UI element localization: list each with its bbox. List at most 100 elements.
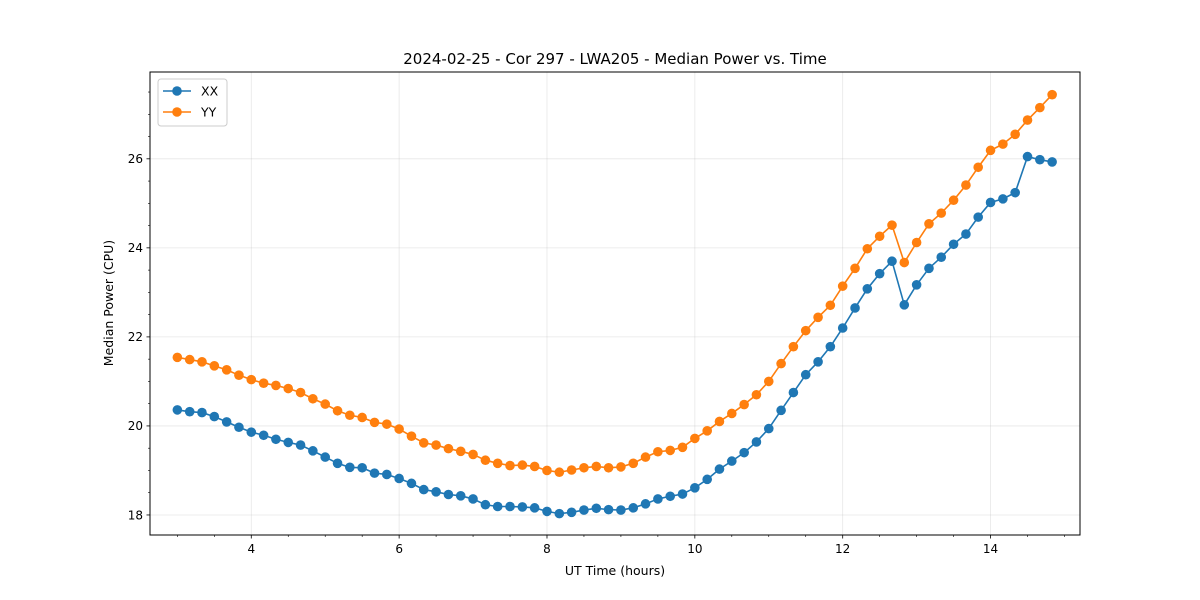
data-point-yy: [1035, 102, 1045, 113]
y-tick-label: 18: [128, 508, 143, 522]
data-point-xx: [455, 491, 466, 501]
data-point-xx: [640, 499, 651, 509]
data-point-xx: [184, 406, 195, 417]
data-point-yy: [1010, 129, 1020, 140]
data-point-yy: [197, 357, 207, 367]
data-point-xx: [566, 507, 577, 518]
legend-marker-xx: [172, 86, 182, 96]
data-point-xx: [813, 357, 823, 367]
data-point-xx: [295, 440, 306, 450]
plot-frame: [149, 71, 1081, 536]
data-point-xx: [197, 407, 207, 418]
data-point-yy: [640, 452, 651, 462]
data-point-xx: [1035, 154, 1045, 165]
data-point-xx: [998, 194, 1008, 204]
data-point-xx: [862, 284, 873, 294]
grid: [150, 72, 1080, 535]
data-point-xx: [874, 268, 885, 279]
data-point-yy: [998, 139, 1008, 149]
data-point-xx: [394, 473, 404, 484]
data-point-yy: [221, 365, 232, 375]
data-point-yy: [480, 455, 491, 466]
legend: XX YY: [157, 78, 228, 127]
data-point-yy: [431, 440, 441, 450]
data-point-xx: [492, 501, 503, 512]
y-tick-label: 22: [128, 330, 143, 344]
data-point-yy: [381, 419, 392, 429]
data-point-yy: [542, 465, 552, 476]
data-point-yy: [529, 461, 540, 472]
data-point-yy: [1022, 115, 1033, 125]
data-point-yy: [184, 354, 195, 365]
data-point-yy: [209, 361, 220, 371]
data-point-xx: [616, 505, 626, 515]
data-point-yy: [653, 446, 663, 457]
data-point-xx: [505, 501, 515, 512]
chart-title: 2024-02-25 - Cor 297 - LWA205 - Median P…: [403, 50, 827, 68]
data-point-xx: [727, 456, 737, 466]
data-point-yy: [258, 378, 269, 388]
data-point-xx: [1047, 157, 1057, 167]
data-point-yy: [246, 374, 257, 385]
data-point-yy: [320, 399, 331, 409]
data-point-xx: [961, 229, 971, 239]
data-point-xx: [468, 494, 478, 504]
data-point-xx: [739, 447, 749, 458]
data-point-yy: [579, 462, 589, 473]
data-point-xx: [936, 252, 947, 262]
data-point-yy: [727, 408, 737, 419]
data-point-yy: [911, 237, 922, 248]
data-point-yy: [948, 195, 959, 206]
data-point-xx: [763, 423, 774, 434]
data-point-yy: [677, 442, 688, 453]
data-point-yy: [394, 424, 404, 434]
data-point-xx: [677, 489, 688, 499]
data-point-yy: [566, 465, 577, 475]
data-point-yy: [985, 145, 996, 156]
data-point-xx: [714, 464, 725, 474]
data-point-yy: [961, 180, 971, 190]
data-point-xx: [308, 446, 318, 456]
y-tick-label: 20: [128, 419, 143, 433]
data-point-xx: [332, 458, 343, 469]
data-point-xx: [911, 280, 922, 290]
data-point-yy: [850, 263, 860, 274]
data-point-yy: [751, 389, 762, 400]
series-yy: [172, 89, 1057, 478]
data-point-yy: [308, 393, 318, 404]
data-point-yy: [899, 257, 910, 268]
data-point-yy: [418, 438, 429, 448]
data-point-yy: [455, 446, 466, 457]
data-point-xx: [431, 487, 441, 497]
x-tick-label: 8: [543, 542, 551, 556]
data-point-xx: [603, 504, 614, 515]
data-point-yy: [665, 445, 676, 456]
data-point-xx: [653, 494, 663, 504]
data-point-yy: [468, 449, 478, 460]
data-point-xx: [1022, 151, 1033, 162]
data-point-xx: [381, 469, 392, 480]
data-point-xx: [345, 462, 355, 473]
data-point-yy: [554, 467, 565, 478]
x-tick-label: 14: [983, 542, 998, 556]
data-point-xx: [172, 405, 183, 415]
series-layer: [172, 89, 1057, 519]
data-point-xx: [579, 505, 589, 515]
data-point-xx: [788, 387, 799, 398]
legend-label-yy: YY: [200, 105, 217, 120]
data-point-yy: [837, 281, 848, 291]
data-point-yy: [973, 162, 983, 173]
data-point-xx: [837, 323, 848, 333]
data-point-yy: [874, 231, 885, 242]
data-point-xx: [283, 437, 294, 448]
data-point-xx: [985, 197, 996, 208]
data-point-xx: [542, 506, 552, 517]
data-point-xx: [1010, 187, 1020, 198]
y-axis-label: Median Power (CPU): [101, 240, 116, 366]
data-point-yy: [714, 416, 725, 427]
data-point-yy: [616, 462, 626, 472]
data-point-yy: [234, 370, 244, 380]
data-point-xx: [973, 212, 983, 222]
data-point-xx: [665, 491, 676, 502]
